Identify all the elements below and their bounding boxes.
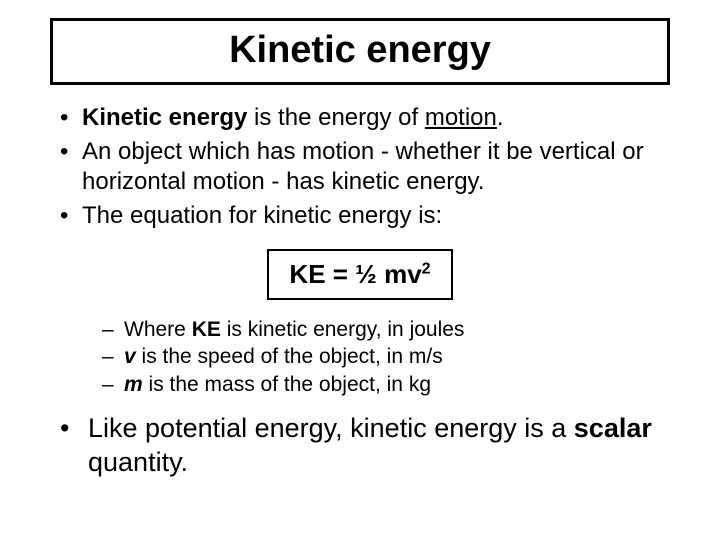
bullet-3: The equation for kinetic energy is: <box>60 201 688 231</box>
equation-lhs: KE = ½ mv <box>289 259 421 289</box>
sub-1-pre: Where <box>124 318 192 341</box>
equation-box: KE = ½ mv2 <box>267 249 452 300</box>
equation-sup: 2 <box>422 260 431 277</box>
sub-1: Where KE is kinetic energy, in joules <box>102 316 688 343</box>
equation-container: KE = ½ mv2 <box>32 249 688 300</box>
sub-2-bold: v <box>124 345 136 368</box>
sub-3-post: is the mass of the object, in kg <box>143 373 431 396</box>
bullet-1-bold: Kinetic energy <box>82 104 247 131</box>
bullet-1-underline: motion <box>425 104 497 131</box>
sub-1-bold: KE <box>192 318 221 341</box>
sub-1-post: is kinetic energy, in joules <box>221 318 465 341</box>
final-bullet: Like potential energy, kinetic energy is… <box>60 412 688 480</box>
final-bullets: Like potential energy, kinetic energy is… <box>32 412 688 480</box>
sub-2: v is the speed of the object, in m/s <box>102 343 688 370</box>
sub-3-bold: m <box>124 373 143 396</box>
bullet-2: An object which has motion - whether it … <box>60 137 688 197</box>
sub-bullets: Where KE is kinetic energy, in joules v … <box>32 316 688 398</box>
title-box: Kinetic energy <box>50 18 670 85</box>
bullet-1-end: . <box>497 104 504 131</box>
final-post: quantity. <box>88 447 188 477</box>
bullet-1-mid: is the energy of <box>247 104 424 131</box>
final-pre: Like potential energy, kinetic energy is… <box>88 413 574 443</box>
sub-3: m is the mass of the object, in kg <box>102 371 688 398</box>
main-bullets: Kinetic energy is the energy of motion. … <box>32 103 688 231</box>
sub-2-post: is the speed of the object, in m/s <box>136 345 443 368</box>
slide-title: Kinetic energy <box>53 29 667 72</box>
bullet-1: Kinetic energy is the energy of motion. <box>60 103 688 133</box>
final-bold: scalar <box>574 413 652 443</box>
